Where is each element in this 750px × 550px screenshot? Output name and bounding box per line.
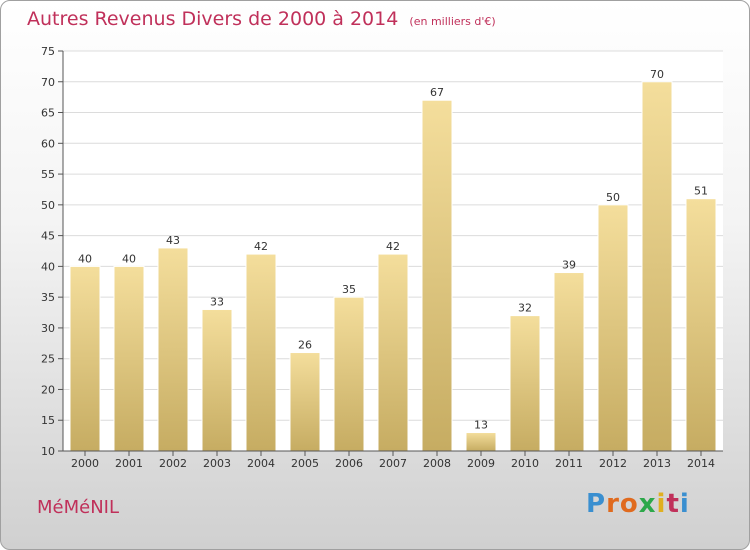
y-tick-label: 25 — [41, 353, 55, 366]
commune-name: MéMéNIL — [37, 497, 120, 518]
bar-2008 — [421, 99, 453, 452]
data-label-2014: 51 — [694, 185, 708, 198]
y-tick-label: 15 — [41, 414, 55, 427]
y-tick-label: 65 — [41, 107, 55, 120]
logo-letter: r — [606, 489, 620, 519]
bar-2004 — [245, 253, 277, 452]
y-tick-label: 20 — [41, 383, 55, 396]
bar-2000 — [69, 265, 101, 452]
x-tick-label-2012: 2012 — [599, 457, 627, 470]
axes: 10 15 20 25 30 35 40 45 50 55 60 65 70 75 2000 2001 2002… — [41, 45, 723, 470]
bar-2011 — [553, 272, 585, 452]
bars: 40 40 43 33 42 26 35 42 67 13 32 39 50 70 51 — [69, 68, 717, 452]
x-tick-label-2014: 2014 — [687, 457, 715, 470]
x-tick-label-2006: 2006 — [335, 457, 363, 470]
data-label-2011: 39 — [562, 259, 576, 272]
bar-2012 — [597, 204, 629, 452]
y-tick-label: 35 — [41, 291, 55, 304]
data-label-2001: 40 — [122, 252, 136, 265]
data-label-2010: 32 — [518, 302, 532, 315]
data-label-2008: 67 — [430, 86, 444, 99]
logo-letter: i — [679, 489, 690, 519]
y-tick-label: 70 — [41, 76, 55, 89]
data-label-2006: 35 — [342, 283, 356, 296]
bar-2014 — [685, 198, 717, 452]
data-label-2005: 26 — [298, 339, 312, 352]
bar-2007 — [377, 253, 409, 452]
x-tick-label-2009: 2009 — [467, 457, 495, 470]
y-tick-label: 55 — [41, 168, 55, 181]
x-tick-label-2013: 2013 — [643, 457, 671, 470]
y-tick-label: 75 — [41, 45, 55, 58]
bar-2005 — [289, 352, 321, 452]
y-tick-label: 30 — [41, 322, 55, 335]
data-label-2004: 42 — [254, 240, 268, 253]
bar-2013 — [641, 81, 673, 452]
bar-2006 — [333, 296, 365, 452]
x-tick-label-2011: 2011 — [555, 457, 583, 470]
x-tick-label-2001: 2001 — [115, 457, 143, 470]
bar-2002 — [157, 247, 189, 452]
y-tick-label: 40 — [41, 260, 55, 273]
y-tick-label: 10 — [41, 445, 55, 458]
data-label-2013: 70 — [650, 68, 664, 81]
proxiti-logo[interactable]: Proxiti — [586, 489, 690, 519]
x-tick-label-2000: 2000 — [71, 457, 99, 470]
bar-2010 — [509, 315, 541, 452]
chart-title: Autres Revenus Divers de 2000 à 2014 — [27, 8, 399, 30]
logo-letter: t — [666, 489, 680, 519]
data-label-2012: 50 — [606, 191, 620, 204]
bar-2003 — [201, 308, 233, 452]
y-tick-label: 50 — [41, 199, 55, 212]
data-label-2009: 13 — [474, 419, 488, 432]
data-label-2007: 42 — [386, 240, 400, 253]
x-tick-label-2004: 2004 — [247, 457, 275, 470]
x-tick-label-2003: 2003 — [203, 457, 231, 470]
y-tick-label: 45 — [41, 230, 55, 243]
x-tick-label-2008: 2008 — [423, 457, 451, 470]
x-tick-label-2002: 2002 — [159, 457, 187, 470]
logo-letter: o — [619, 489, 639, 519]
logo-letter: x — [638, 489, 657, 519]
data-label-2002: 43 — [166, 234, 180, 247]
data-label-2000: 40 — [78, 252, 92, 265]
chart-title-block: Autres Revenus Divers de 2000 à 2014 (en… — [27, 8, 496, 30]
x-tick-label-2005: 2005 — [291, 457, 319, 470]
data-label-2003: 33 — [210, 295, 224, 308]
bar-2001 — [113, 265, 145, 452]
bar-2009 — [465, 432, 497, 452]
logo-letter: P — [586, 489, 607, 519]
x-tick-label-2010: 2010 — [511, 457, 539, 470]
logo-letter: i — [656, 489, 667, 519]
chart-subtitle: (en milliers d'€) — [409, 15, 496, 28]
x-tick-label-2007: 2007 — [379, 457, 407, 470]
y-tick-label: 60 — [41, 137, 55, 150]
